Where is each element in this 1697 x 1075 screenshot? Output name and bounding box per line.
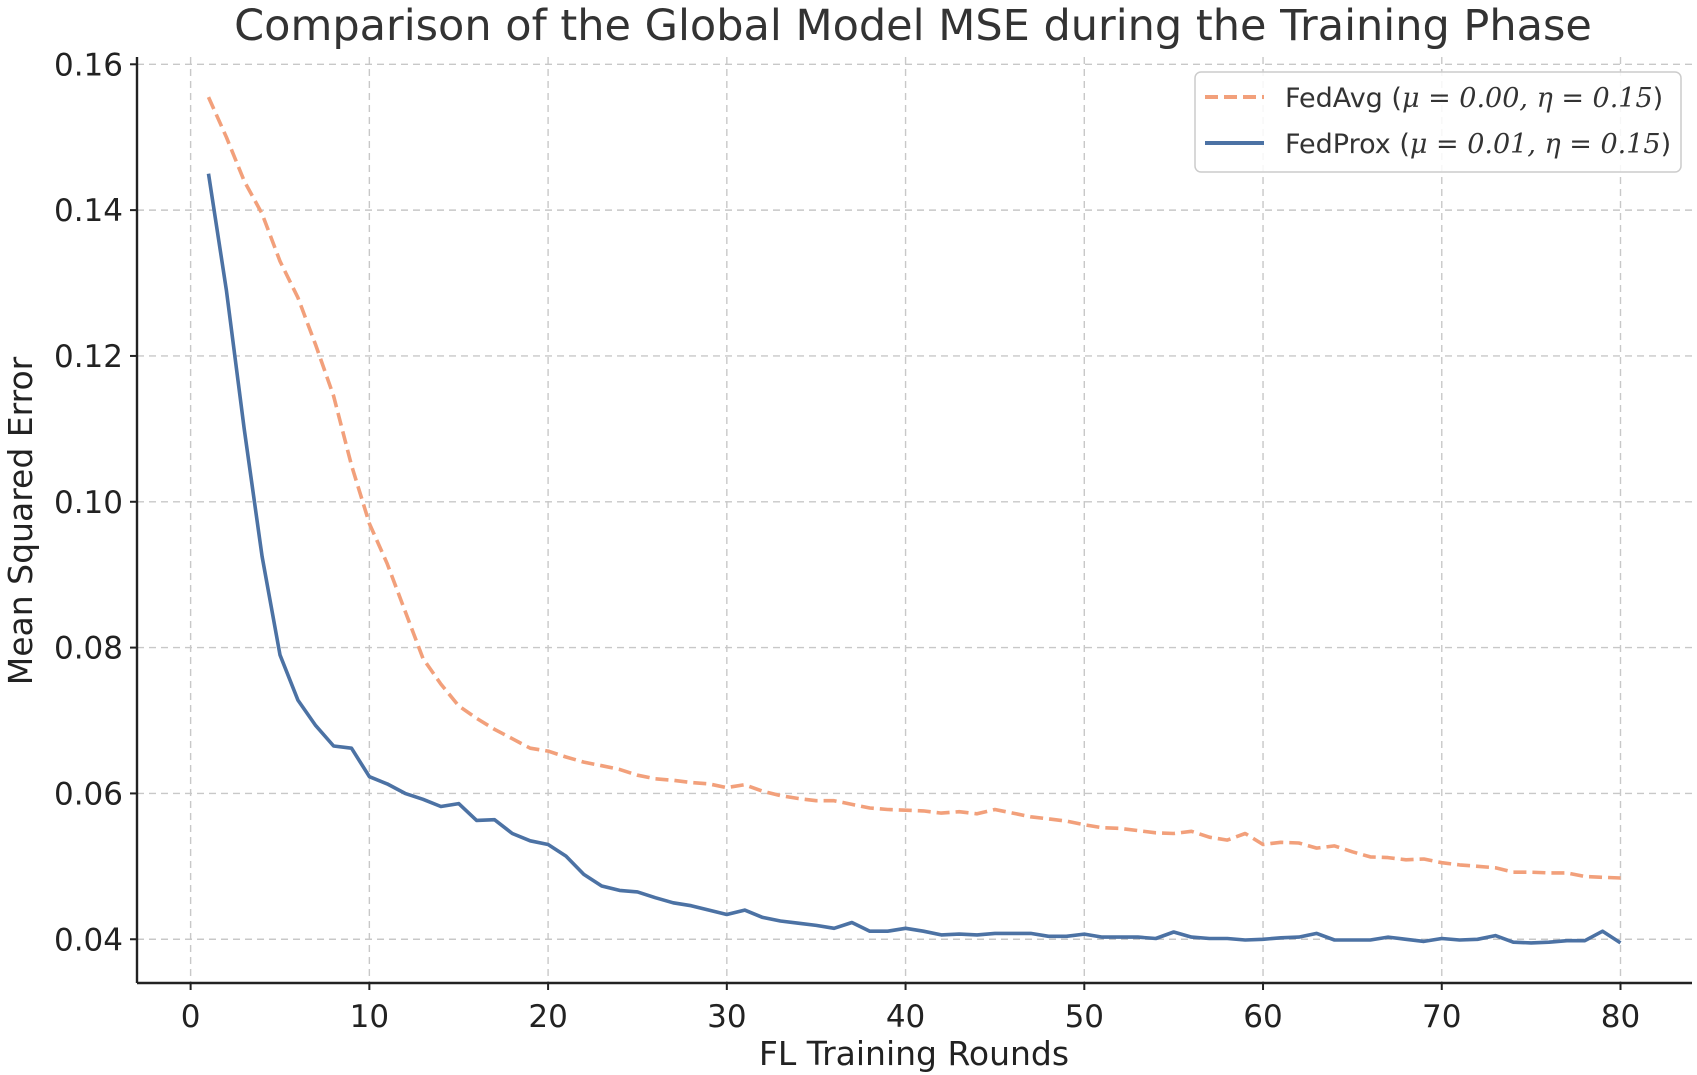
series-lines [206, 96, 1622, 945]
legend-label-fedprox: FedProx (μ = 0.01, η = 0.15) [1285, 129, 1671, 160]
series-line-fedprox [206, 173, 1622, 945]
x-tick-label: 80 [1601, 999, 1640, 1035]
x-axis-ticks: 0 10 20 30 40 50 60 70 80 [181, 983, 1640, 1035]
y-tick-label: 0.16 [54, 47, 123, 83]
x-tick-label: 10 [350, 999, 389, 1035]
x-tick-label: 70 [1422, 999, 1461, 1035]
chart-title: Comparison of the Global Model MSE durin… [234, 1, 1592, 51]
y-tick-label: 0.14 [54, 193, 123, 229]
y-tick-label: 0.10 [54, 485, 123, 521]
x-tick-label: 20 [528, 999, 567, 1035]
grid-lines [137, 57, 1692, 983]
y-axis-ticks: 0.04 0.06 0.08 0.10 0.12 0.14 0.16 [54, 47, 137, 958]
axes [135, 57, 1692, 985]
series-line-fedavg [206, 96, 1621, 880]
legend: FedAvg (μ = 0.00, η = 0.15) FedProx (μ =… [1194, 71, 1682, 173]
y-tick-label: 0.08 [54, 631, 123, 667]
x-tick-label: 50 [1065, 999, 1104, 1035]
y-tick-label: 0.12 [54, 339, 123, 375]
x-tick-label: 30 [707, 999, 746, 1035]
legend-frame [1194, 71, 1682, 173]
y-tick-label: 0.04 [54, 922, 123, 958]
y-axis-label: Mean Squared Error [1, 356, 40, 685]
x-tick-label: 0 [181, 999, 201, 1035]
x-tick-label: 60 [1243, 999, 1282, 1035]
x-axis-label: FL Training Rounds [759, 1034, 1069, 1073]
y-tick-label: 0.06 [54, 776, 123, 812]
legend-label-fedavg: FedAvg (μ = 0.00, η = 0.15) [1285, 83, 1663, 114]
x-tick-label: 40 [886, 999, 925, 1035]
